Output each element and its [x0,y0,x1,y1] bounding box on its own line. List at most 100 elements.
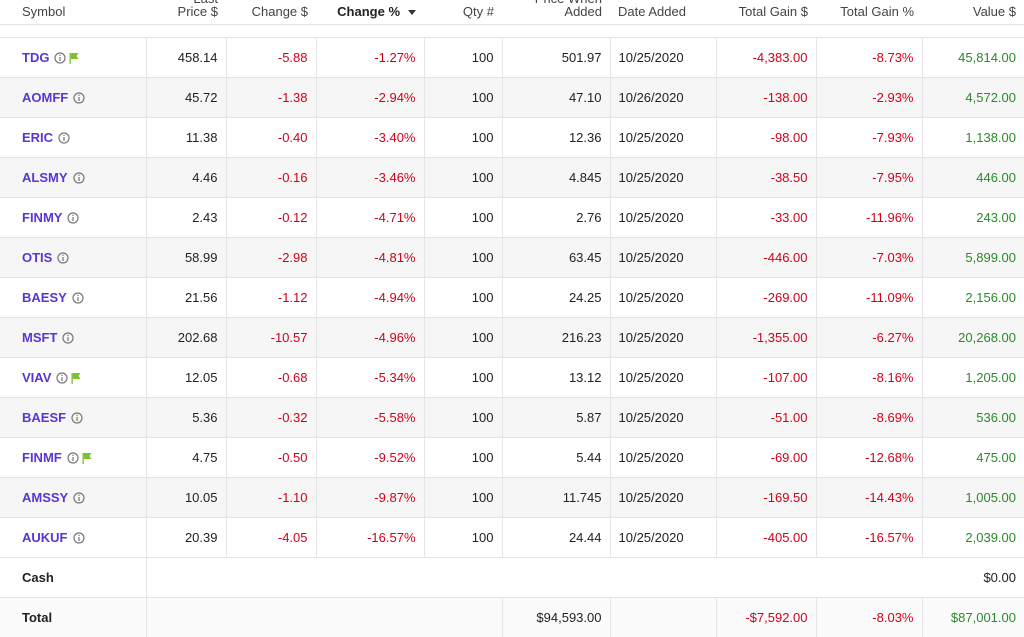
data-cell: 458.14 [146,37,227,78]
column-header[interactable]: Total Gain % [816,0,922,25]
holding-row[interactable]: VIAV 12.05 -0.68 -5.34% 100 13.12 10/25/2020 -1… [0,357,1024,398]
symbol-link[interactable]: AMSSY [22,490,69,505]
symbol-link[interactable]: BAESF [22,410,67,425]
data-cell: 11.745 [502,477,611,518]
symbol-link[interactable]: TDG [22,50,50,65]
symbol-link[interactable]: MSFT [22,330,58,345]
column-header[interactable]: Change $ [226,0,316,25]
data-cell: -0.68 [226,357,317,398]
symbol-link[interactable]: OTIS [22,250,53,265]
data-cell: -9.52% [316,437,425,478]
data-cell: 10.05 [146,477,227,518]
symbol-link[interactable]: ERIC [22,130,54,145]
symbol-cell: VIAV [0,357,147,398]
holding-row[interactable]: ALSMY 4.46 -0.16 -3.46% 100 4.845 10/25/2020 -3… [0,157,1024,198]
info-icon[interactable] [57,252,69,264]
column-header[interactable]: Value $ [922,0,1024,25]
info-icon[interactable] [58,132,70,144]
header-top-line: Last [193,0,218,6]
header-row: Symbol LastPrice $ Change $ Change % Qty # Pr… [0,0,1024,25]
symbol-link[interactable]: BAESY [22,290,67,305]
data-cell: -16.57% [816,517,923,558]
data-cell: -4.81% [316,237,425,278]
header-label: Change $ [251,4,308,19]
column-header[interactable]: Date Added [610,0,716,25]
holding-row[interactable]: FINMY 2.43 -0.12 -4.71% 100 2.76 10/25/2020 -33… [0,197,1024,238]
data-cell: 24.25 [502,277,611,318]
symbol-link[interactable]: VIAV [22,370,52,385]
info-icon[interactable] [73,92,85,104]
holding-row[interactable]: AUKUF 20.39 -4.05 -16.57% 100 24.44 10/25/2020… [0,517,1024,558]
symbol-cell: AMSSY [0,477,147,518]
holding-row[interactable]: TDG 458.14 -5.88 -1.27% 100 501.97 10/25/2020-… [0,37,1024,78]
symbol-link[interactable]: AOMFF [22,90,69,105]
info-icon[interactable] [73,492,85,504]
info-icon[interactable] [54,52,67,64]
data-cell: 5.87 [502,397,611,438]
data-cell: 536.00 [922,397,1024,438]
column-header[interactable]: Qty # [424,0,502,25]
data-cell: -446.00 [716,237,817,278]
info-icon[interactable] [56,372,68,384]
holding-row[interactable]: AOMFF 45.72 -1.38 -2.94% 100 47.10 10/26/2020-… [0,77,1024,118]
data-cell: 63.45 [502,237,611,278]
data-cell: -7.03% [816,237,923,278]
empty-cell [146,597,503,637]
holding-row[interactable]: ERIC 11.38 -0.40 -3.40% 100 12.36 10/25/2020 -9… [0,117,1024,158]
data-cell: 12.05 [146,357,227,398]
column-header[interactable]: Symbol [0,0,146,25]
data-cell: -4.71% [316,197,425,238]
holding-row[interactable]: BAESF 5.36 -0.32 -5.58% 100 5.87 10/25/2020 -51… [0,397,1024,438]
data-cell: -269.00 [716,277,817,318]
data-cell: 4.46 [146,157,227,198]
info-icon[interactable] [67,212,80,224]
total-gain-pct: -8.03% [816,597,923,637]
flag-icon[interactable] [71,372,81,384]
data-cell: -0.12 [226,197,317,238]
data-cell: 1,138.00 [922,117,1024,158]
data-cell: -0.32 [226,397,317,438]
column-header[interactable]: LastPrice $ [146,0,226,25]
data-cell: -12.68% [816,437,923,478]
holding-row[interactable]: BAESY 21.56 -1.12 -4.94% 100 24.25 10/25/2020-… [0,277,1024,318]
data-cell: 47.10 [502,77,611,118]
column-header[interactable]: Change % [316,0,424,25]
symbol-link[interactable]: FINMF [22,450,62,465]
data-cell: 10/25/2020 [610,317,717,358]
symbol-cell: AUKUF [0,517,147,558]
header-label: Added [564,4,602,19]
data-cell: 243.00 [922,197,1024,238]
data-cell: 20,268.00 [922,317,1024,358]
info-icon[interactable] [67,452,79,464]
info-icon[interactable] [72,532,85,544]
column-header[interactable]: Price WhenAdded [502,0,610,25]
empty-cell [610,597,717,637]
flag-icon[interactable] [69,52,79,64]
data-cell: -107.00 [716,357,817,398]
info-icon[interactable] [72,172,85,184]
symbol-link[interactable]: ALSMY [22,170,68,185]
symbol-link[interactable]: FINMY [22,210,63,225]
data-cell: 10/25/2020 [610,237,717,278]
data-cell: -1.10 [226,477,317,518]
data-cell: 20.39 [146,517,227,558]
data-cell: 2.76 [502,197,611,238]
flag-icon[interactable] [82,452,92,464]
data-cell: -3.46% [316,157,425,198]
symbol-link[interactable]: AUKUF [22,530,68,545]
holding-row[interactable]: FINMF 4.75 -0.50 -9.52% 100 5.44 10/25/2020 -69… [0,437,1024,478]
data-cell: 475.00 [922,437,1024,478]
cash-label: Cash [0,557,147,598]
holding-row[interactable]: MSFT 202.68 -10.57 -4.96% 100 216.23 10/25/202… [0,317,1024,358]
info-icon[interactable] [71,412,83,424]
data-cell: 216.23 [502,317,611,358]
column-header[interactable]: Total Gain $ [716,0,816,25]
holding-row[interactable]: AMSSY 10.05 -1.10 -9.87% 100 11.745 10/25/2020… [0,477,1024,518]
info-icon[interactable] [62,332,74,344]
data-cell: -1.27% [316,37,425,78]
holding-row[interactable]: OTIS 58.99 -2.98 -4.81% 100 63.45 10/25/2020 -4… [0,237,1024,278]
data-cell: 4,572.00 [922,77,1024,118]
info-icon[interactable] [72,292,84,304]
symbol-cell: FINMY [0,197,147,238]
data-cell: 45.72 [146,77,227,118]
